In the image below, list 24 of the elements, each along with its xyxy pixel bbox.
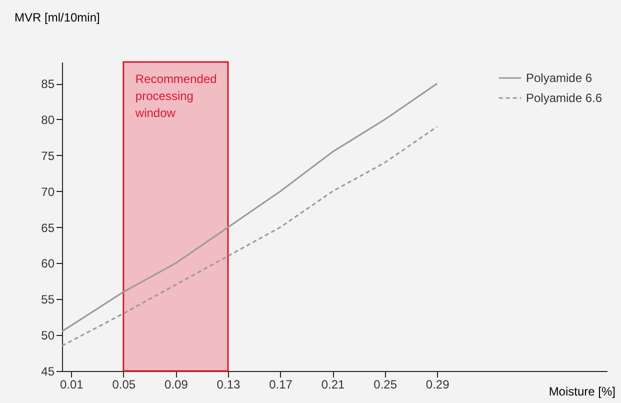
y-tick-label: 85 (41, 77, 55, 92)
x-axis-title: Moisture [%] (548, 384, 616, 398)
x-tick-label: 0.21 (321, 378, 346, 392)
band-label: Recommended processing window (134, 72, 217, 120)
y-tick-label: 70 (41, 184, 55, 199)
legend-label: Polyamide 6 (526, 71, 592, 85)
y-tick-label: 65 (41, 220, 55, 235)
x-tick-label: 0.13 (216, 378, 240, 392)
y-tick-label: 75 (41, 148, 55, 163)
x-tick-label: 0.05 (112, 378, 136, 392)
y-tick-label: 45 (41, 364, 55, 378)
x-tick-label: 0.25 (374, 378, 398, 392)
x-tick-label: 0.17 (269, 378, 293, 392)
x-tick-label: 0.09 (164, 378, 188, 392)
x-tick-label: 0.01 (60, 378, 84, 392)
y-axis-title: MVR [ml/10min] (14, 10, 100, 24)
x-tick-label: 0.29 (426, 378, 450, 392)
y-tick-label: 55 (41, 292, 55, 307)
y-tick-label: 80 (41, 112, 55, 127)
line-series (61, 82, 438, 332)
legend-label: Polyamide 6.6 (526, 91, 602, 105)
line-series (61, 126, 438, 347)
y-tick-label: 50 (41, 328, 55, 343)
y-tick-label: 60 (41, 256, 55, 271)
